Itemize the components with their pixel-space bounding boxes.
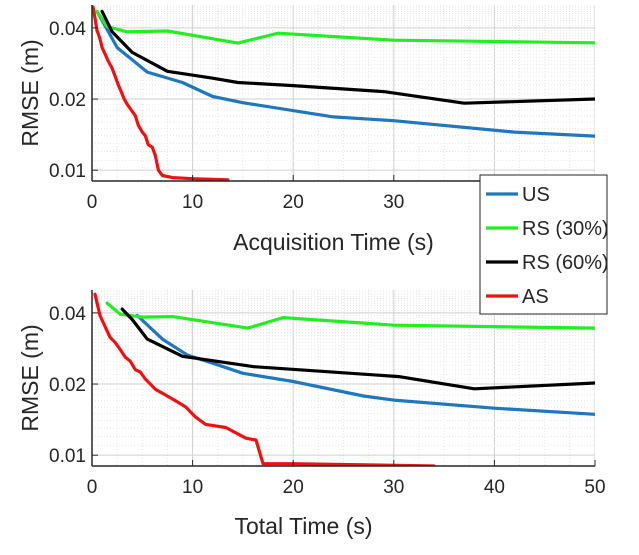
y-tick-label: 0.01 [49,161,86,182]
x-tick-label: 10 [182,477,203,498]
y-axis-label: RMSE (m) [17,324,43,431]
series-line-us [135,313,595,416]
chart-panel-1: 0 10 20 30 0.01 0.02 0.04 Acquisition Time (s) R… [17,5,595,255]
x-tick-label: 50 [584,477,605,498]
legend-label: RS (60%) [522,252,609,274]
x-tick-label: 10 [182,192,203,213]
legend: US RS (30%) RS (60%) AS [479,174,609,315]
series-line-as [92,5,230,181]
series-line-as [93,292,436,466]
x-tick-label: 20 [283,477,304,498]
chart-panel-2: 0 10 20 30 40 50 0.01 0.02 0.04 Total Time (s) RMS… [17,290,606,539]
legend-label: AS [522,286,549,308]
series-line-rs-60 [100,9,595,105]
series-line-rs-30 [105,301,595,330]
x-axis-label: Total Time (s) [234,513,372,539]
x-tick-label: 40 [484,477,505,498]
x-tick-label: 20 [283,192,304,213]
legend-label: US [522,184,550,206]
x-tick-label: 30 [383,192,404,213]
y-tick-label: 0.02 [49,90,86,111]
series-line-us [95,9,595,138]
y-tick-label: 0.04 [49,19,86,40]
grid [92,290,595,466]
y-tick-label: 0.01 [49,446,86,467]
x-axis-label: Acquisition Time (s) [233,229,434,255]
series-line-rs-60 [120,307,595,391]
series-group [92,5,595,181]
y-axis-label: RMSE (m) [17,39,43,146]
x-tick-label: 0 [87,192,98,213]
x-tick-label: 0 [87,477,98,498]
legend-box [479,174,608,315]
series-group [93,292,595,466]
y-tick-label: 0.04 [49,304,86,325]
y-tick-label: 0.02 [49,375,86,396]
legend-label: RS (30%) [522,218,609,240]
x-tick-label: 30 [383,477,404,498]
